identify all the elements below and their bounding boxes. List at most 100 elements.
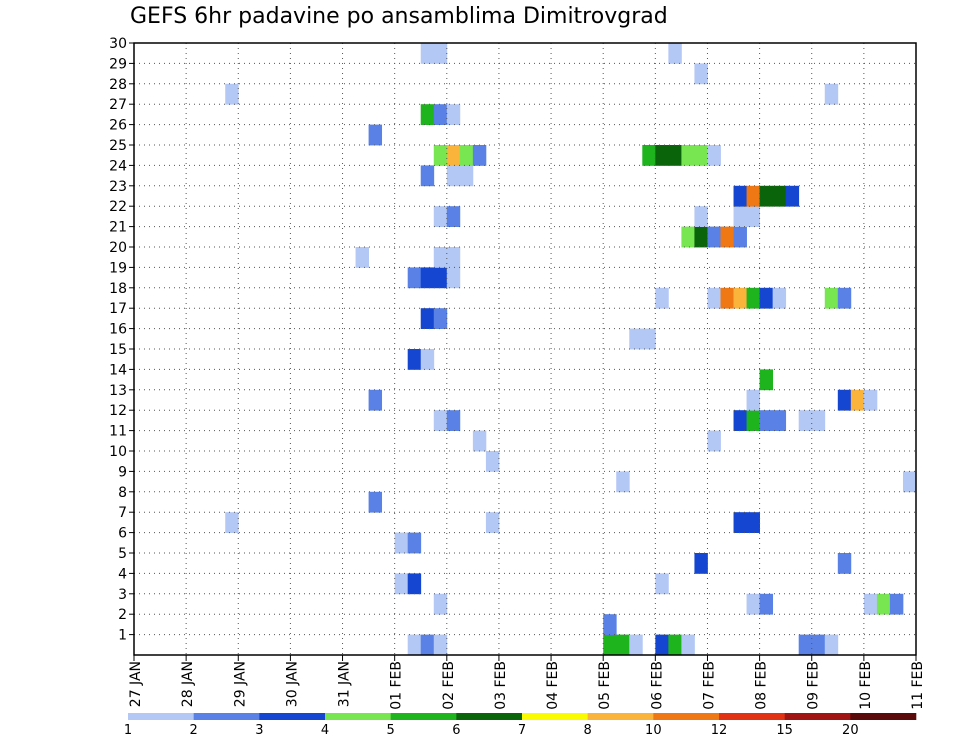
heatmap-cell xyxy=(733,287,747,309)
heatmap-cell xyxy=(407,532,422,554)
heatmap-cell xyxy=(746,206,760,227)
heatmap-cell xyxy=(759,287,774,309)
heatmap-cell xyxy=(433,410,448,431)
heatmap-cell xyxy=(433,145,448,166)
y-tick-label: 12 xyxy=(109,403,127,419)
heatmap-cell xyxy=(707,430,721,452)
legend-label: 12 xyxy=(711,723,728,738)
heatmap-cell xyxy=(668,145,682,166)
heatmap-cell xyxy=(394,573,409,595)
heatmap-cell xyxy=(759,593,774,615)
heatmap-cell xyxy=(446,247,461,268)
heatmap-cell xyxy=(433,308,448,329)
heatmap-cell xyxy=(863,389,878,411)
x-tick-label: 08 FEB xyxy=(754,661,770,710)
heatmap-cell xyxy=(837,287,852,309)
y-tick-label: 20 xyxy=(109,240,127,256)
heatmap-cell xyxy=(433,634,448,656)
legend-swatch xyxy=(587,713,654,720)
heatmap-cell xyxy=(824,634,839,656)
grid-lines xyxy=(134,43,916,655)
x-tick-label: 02 FEB xyxy=(441,661,457,710)
legend-swatch xyxy=(653,713,720,720)
y-tick-label: 30 xyxy=(109,36,127,52)
heatmap-cell xyxy=(368,491,383,513)
y-tick-label: 28 xyxy=(109,77,127,93)
heatmap-cell xyxy=(603,634,617,656)
y-tick-label: 23 xyxy=(109,179,127,195)
heatmap-cell xyxy=(798,634,813,656)
heatmap-cell xyxy=(746,593,760,615)
x-tick-label: 11 FEB xyxy=(910,661,926,710)
heatmap-cell xyxy=(837,553,852,574)
y-tick-label: 1 xyxy=(118,628,127,644)
heatmap-cell xyxy=(876,593,891,615)
heatmap-cell xyxy=(798,410,813,431)
heatmap-cell xyxy=(694,145,708,166)
heatmap-cell xyxy=(759,410,774,431)
heatmap-cell xyxy=(694,226,708,248)
y-tick-label: 6 xyxy=(118,526,127,542)
heatmap-cell xyxy=(420,43,435,64)
heatmap-cell xyxy=(485,451,500,472)
x-tick-label: 07 FEB xyxy=(701,661,717,710)
heatmap-cell xyxy=(785,185,800,207)
legend-label: 2 xyxy=(190,723,198,738)
legend-swatch xyxy=(456,713,523,720)
y-tick-label: 4 xyxy=(118,566,127,582)
x-tick-label: 27 JAN xyxy=(128,661,144,707)
legend-label: 10 xyxy=(645,723,662,738)
heatmap-cell xyxy=(759,369,774,391)
heatmap-cell xyxy=(863,593,878,615)
heatmap-cell xyxy=(225,512,239,533)
heatmap-cell xyxy=(655,145,669,166)
x-tick-label: 29 JAN xyxy=(232,661,248,707)
heatmap-cell xyxy=(655,634,669,656)
heatmap-cell xyxy=(746,512,760,533)
x-tick-label: 06 FEB xyxy=(649,661,665,710)
y-tick-label: 10 xyxy=(109,444,127,460)
heatmap-cell xyxy=(446,206,461,227)
y-tick-label: 9 xyxy=(118,464,127,480)
heatmap-cell xyxy=(629,328,643,350)
y-tick-label: 26 xyxy=(109,118,127,134)
x-tick-label: 31 JAN xyxy=(337,661,353,707)
heatmap-cell xyxy=(446,267,461,289)
heatmap-cell xyxy=(733,206,747,227)
heatmap-cell xyxy=(850,389,865,411)
heatmap-cell xyxy=(720,226,734,248)
heatmap-cell xyxy=(746,389,760,411)
heatmap-cell xyxy=(902,471,917,493)
heatmap-cell xyxy=(733,410,747,431)
heatmap-cell xyxy=(642,145,656,166)
heatmap-cell xyxy=(603,614,617,635)
heatmap-cell xyxy=(759,185,774,207)
heatmap-cell xyxy=(472,430,487,452)
heatmap-cell xyxy=(407,349,422,370)
heatmap-cell xyxy=(355,247,369,268)
y-tick-label: 14 xyxy=(109,362,127,378)
heatmap-cell xyxy=(616,471,630,493)
y-tick-label: 3 xyxy=(118,587,127,603)
y-tick-label: 18 xyxy=(109,281,127,297)
heatmap-cell xyxy=(420,267,435,289)
heatmap-cell xyxy=(681,145,695,166)
heatmap-cell xyxy=(772,185,787,207)
heatmap-cell xyxy=(629,634,643,656)
heatmap-cell xyxy=(772,287,787,309)
heatmap-cell xyxy=(225,83,239,105)
heatmap-cell xyxy=(459,145,474,166)
y-tick-label: 8 xyxy=(118,485,127,501)
heatmap-cell xyxy=(694,63,708,85)
y-tick-label: 16 xyxy=(109,322,127,338)
x-tick-label: 10 FEB xyxy=(858,661,874,710)
y-tick-label: 5 xyxy=(118,546,127,562)
legend-swatch xyxy=(390,713,457,720)
heatmap-cell xyxy=(368,124,383,146)
heatmap-cell xyxy=(889,593,904,615)
heatmap-cell xyxy=(668,634,682,656)
legend-label: 7 xyxy=(518,723,526,738)
legend-label: 4 xyxy=(321,723,329,738)
legend-label: 6 xyxy=(452,723,460,738)
heatmap-cell xyxy=(420,165,435,187)
